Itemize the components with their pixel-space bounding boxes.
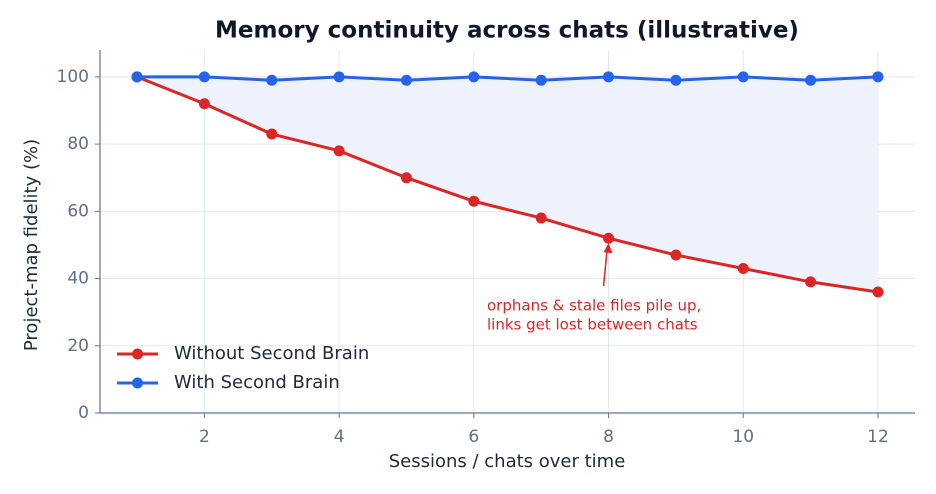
y-tick-label: 0 — [78, 403, 89, 423]
legend-marker — [132, 377, 143, 389]
x-tick-label: 10 — [732, 427, 754, 447]
y-tick-label: 20 — [67, 336, 89, 356]
annotation-arrowhead — [603, 243, 613, 254]
marker — [737, 71, 749, 83]
fill-between — [137, 76, 878, 292]
y-axis-label: Project-map fidelity (%) — [21, 139, 42, 351]
marker — [333, 71, 345, 83]
marker — [670, 74, 682, 86]
marker — [670, 249, 682, 261]
x-tick-label: 2 — [199, 427, 210, 447]
x-axis-label: Sessions / chats over time — [389, 451, 626, 472]
marker — [468, 195, 480, 207]
line — [137, 75, 879, 82]
line — [136, 75, 879, 294]
chart-title: Memory continuity across chats (illustra… — [215, 18, 799, 44]
legend-marker — [132, 348, 143, 360]
marker — [603, 232, 615, 244]
marker — [872, 286, 884, 298]
x-tick-label: 12 — [867, 427, 889, 447]
marker — [131, 71, 143, 83]
marker — [603, 71, 615, 83]
x-tick-label: 8 — [603, 427, 614, 447]
legend-label: With Second Brain — [174, 372, 340, 393]
marker — [872, 71, 884, 83]
annotation-text: orphans & stale files pile up, — [487, 297, 701, 315]
y-tick-label: 40 — [67, 269, 89, 289]
legend-label: Without Second Brain — [174, 343, 369, 364]
marker — [535, 212, 547, 224]
marker — [400, 74, 412, 86]
y-tick-label: 60 — [67, 201, 89, 221]
marker — [333, 145, 345, 157]
y-tick-label: 80 — [67, 134, 89, 154]
marker — [805, 276, 817, 288]
x-tick-label: 6 — [468, 427, 479, 447]
marker — [737, 262, 749, 274]
marker — [266, 74, 278, 86]
marker — [468, 71, 480, 83]
marker — [400, 172, 412, 184]
marker — [535, 74, 547, 86]
marker — [805, 74, 817, 86]
x-tick-label: 4 — [334, 427, 345, 447]
marker — [198, 98, 210, 110]
y-tick-label: 100 — [57, 67, 89, 87]
marker — [198, 71, 210, 83]
annotation-text: links get lost between chats — [487, 316, 698, 334]
marker — [266, 128, 278, 140]
